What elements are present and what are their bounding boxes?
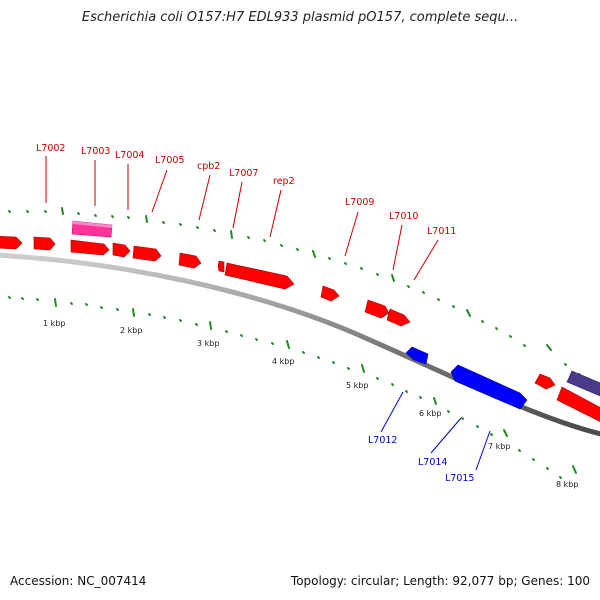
gene-label-l7003: L7003 bbox=[81, 146, 110, 157]
bottom-label-leaders bbox=[380, 391, 491, 471]
purple-feature bbox=[566, 370, 600, 397]
gene-label-l7005: L7005 bbox=[155, 155, 184, 166]
gene-label-l7012: L7012 bbox=[368, 435, 397, 446]
gene-arrow bbox=[224, 262, 295, 290]
gene-arrow bbox=[217, 260, 225, 273]
kbp-label-1: 1 kbp bbox=[43, 319, 65, 328]
gene-label-l7015: L7015 bbox=[445, 473, 474, 484]
gene-label-l7014: L7014 bbox=[418, 457, 447, 468]
gene-arrow bbox=[33, 236, 56, 251]
gene-arrow bbox=[405, 346, 429, 365]
forward-genes bbox=[0, 235, 600, 422]
gene-label-l7010: L7010 bbox=[389, 211, 418, 222]
kbp-label-7: 7 kbp bbox=[488, 442, 510, 451]
kbp-label-4: 4 kbp bbox=[272, 357, 294, 366]
gene-arrow bbox=[450, 364, 528, 410]
accession-text: Accession: NC_007414 bbox=[10, 574, 147, 588]
outer-tick-ring bbox=[8, 207, 581, 376]
gene-arrow bbox=[178, 252, 202, 269]
kbp-labels: 1 kbp 2 kbp 3 kbp 4 kbp 5 kbp 6 kbp 7 kb… bbox=[43, 319, 578, 489]
top-labels: L7002 L7003 L7004 L7005 cpb2 L7007 rep2 … bbox=[36, 143, 456, 237]
gene-label-rep2: rep2 bbox=[273, 176, 295, 187]
gene-label-l7004: L7004 bbox=[115, 150, 144, 161]
kbp-label-6: 6 kbp bbox=[419, 409, 441, 418]
pink-feature-highlight bbox=[73, 221, 112, 228]
gene-arrow bbox=[320, 285, 340, 302]
kbp-label-2: 2 kbp bbox=[120, 326, 142, 335]
gene-label-l7002: L7002 bbox=[36, 143, 65, 154]
kbp-label-5: 5 kbp bbox=[346, 381, 368, 390]
gene-arrow bbox=[386, 308, 411, 327]
gene-label-l7011: L7011 bbox=[427, 226, 456, 237]
bottom-labels: L7012 L7014 L7015 bbox=[368, 435, 474, 484]
gene-arrow bbox=[132, 245, 162, 262]
summary-text: Topology: circular; Length: 92,077 bp; G… bbox=[290, 574, 590, 588]
gene-arrow bbox=[112, 242, 131, 258]
gene-label-cpb2: cpb2 bbox=[197, 161, 220, 172]
gene-arrow bbox=[70, 239, 110, 256]
gene-arrow bbox=[534, 373, 556, 390]
kbp-label-3: 3 kbp bbox=[197, 339, 219, 348]
gene-arrow bbox=[364, 299, 390, 319]
top-label-leaders bbox=[45, 156, 439, 281]
map-title: Escherichia coli O157:H7 EDL933 plasmid … bbox=[81, 10, 519, 25]
kbp-label-8: 8 kbp bbox=[556, 480, 578, 489]
plasmid-backbone bbox=[0, 252, 600, 437]
gene-label-l7007: L7007 bbox=[229, 168, 258, 179]
reverse-genes bbox=[405, 346, 528, 410]
gene-arrow bbox=[556, 386, 600, 422]
gene-label-l7009: L7009 bbox=[345, 197, 374, 208]
gene-arrow bbox=[0, 235, 23, 250]
inner-tick-ring bbox=[8, 296, 577, 479]
